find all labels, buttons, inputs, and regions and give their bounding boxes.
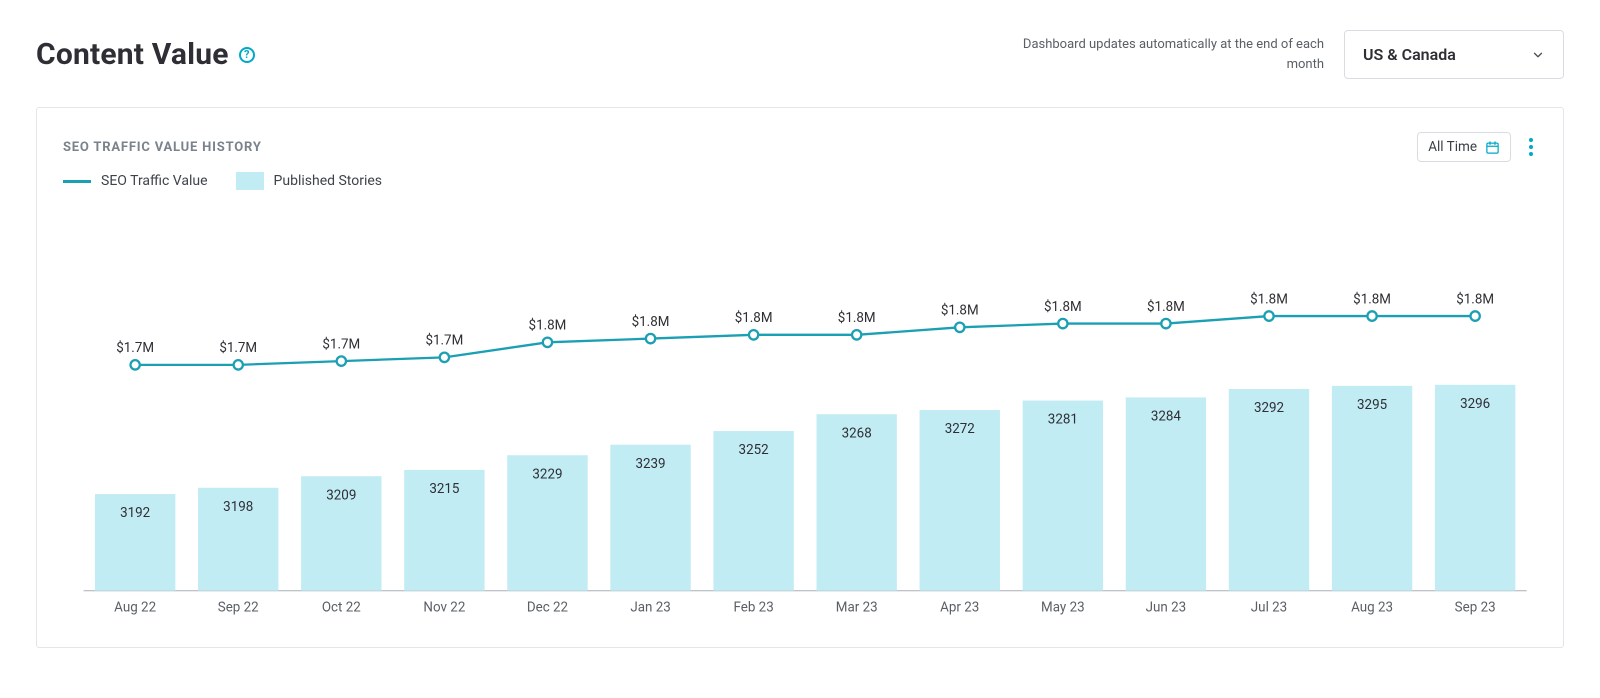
line-point (337, 356, 346, 365)
chart-card: SEO TRAFFIC VALUE HISTORY All Time (36, 107, 1564, 648)
bar-value-label: 3296 (1460, 396, 1490, 412)
chart-area: 3192 Aug 22 3198 Sep 22 3209 Oct 22 3215 Nov 22… (63, 202, 1537, 617)
header-right: Dashboard updates automatically at the e… (1004, 30, 1564, 79)
bar (1435, 385, 1515, 591)
line-value-label: $1.7M (425, 333, 463, 349)
title-group: Content Value ? (36, 37, 255, 72)
card-title: SEO TRAFFIC VALUE HISTORY (63, 140, 262, 155)
chevron-down-icon (1531, 48, 1545, 62)
bar-value-label: 3239 (635, 456, 665, 472)
chart-legend: SEO Traffic Value Published Stories (63, 172, 1537, 190)
region-select[interactable]: US & Canada (1344, 30, 1564, 79)
line-point (1471, 311, 1480, 320)
x-axis-label: May 23 (1041, 600, 1085, 616)
x-axis-label: Dec 22 (527, 600, 569, 616)
line-point (955, 323, 964, 332)
bar-value-label: 3272 (945, 421, 975, 437)
line-value-label: $1.8M (1456, 291, 1494, 307)
line-value-label: $1.8M (838, 310, 876, 326)
bar (1332, 386, 1412, 591)
legend-line-swatch (63, 180, 91, 183)
bar (1126, 397, 1206, 590)
line-value-label: $1.7M (322, 336, 360, 352)
bar-value-label: 3295 (1357, 397, 1387, 413)
line-value-label: $1.8M (1250, 291, 1288, 307)
line-point (1367, 311, 1376, 320)
x-axis-label: Aug 23 (1351, 600, 1393, 616)
x-axis-label: Mar 23 (836, 600, 878, 616)
bar-value-label: 3198 (223, 499, 253, 515)
line-value-label: $1.8M (735, 310, 773, 326)
x-axis-label: Aug 22 (114, 600, 156, 616)
line-value-label: $1.8M (632, 314, 670, 330)
x-axis-label: Jun 23 (1146, 600, 1187, 616)
bar-value-label: 3229 (532, 466, 562, 482)
card-controls: All Time (1417, 132, 1537, 162)
line-point (234, 360, 243, 369)
combo-chart: 3192 Aug 22 3198 Sep 22 3209 Oct 22 3215 Nov 22… (63, 202, 1537, 617)
x-axis-label: Sep 22 (218, 600, 259, 616)
bar-value-label: 3284 (1151, 408, 1181, 424)
bar-value-label: 3292 (1254, 400, 1284, 416)
bar-value-label: 3281 (1048, 412, 1078, 428)
line-value-label: $1.8M (529, 318, 567, 334)
line-point (543, 338, 552, 347)
calendar-icon (1485, 140, 1500, 155)
line-point (646, 334, 655, 343)
line-point (1264, 311, 1273, 320)
bar-value-label: 3209 (326, 487, 356, 503)
page-title: Content Value (36, 37, 229, 72)
bar-value-label: 3192 (120, 505, 150, 521)
region-select-value: US & Canada (1363, 45, 1456, 64)
line-point (1058, 319, 1067, 328)
x-axis-label: Jul 23 (1251, 600, 1287, 616)
line-point (440, 353, 449, 362)
x-axis-label: Apr 23 (940, 600, 979, 616)
page-header: Content Value ? Dashboard updates automa… (36, 30, 1564, 79)
line-value-label: $1.8M (1044, 299, 1082, 315)
line-value-label: $1.8M (1353, 291, 1391, 307)
line-point (852, 330, 861, 339)
help-icon[interactable]: ? (239, 47, 255, 63)
legend-bar-label: Published Stories (274, 173, 383, 189)
x-axis-label: Nov 22 (423, 600, 465, 616)
card-header: SEO TRAFFIC VALUE HISTORY All Time (63, 132, 1537, 162)
line-value-label: $1.7M (116, 340, 154, 356)
bar-value-label: 3252 (739, 442, 769, 458)
legend-line-label: SEO Traffic Value (101, 173, 208, 189)
line-value-label: $1.8M (1147, 299, 1185, 315)
bar-value-label: 3215 (429, 481, 459, 497)
line-value-label: $1.8M (941, 303, 979, 319)
x-axis-label: Feb 23 (733, 600, 773, 616)
line-point (131, 360, 140, 369)
line-value-label: $1.7M (219, 340, 257, 356)
more-options-button[interactable] (1525, 136, 1537, 158)
line-point (749, 330, 758, 339)
legend-bar-swatch (236, 172, 264, 190)
time-range-value: All Time (1428, 139, 1477, 155)
bar-value-label: 3268 (842, 425, 872, 441)
time-range-select[interactable]: All Time (1417, 132, 1511, 162)
update-note: Dashboard updates automatically at the e… (1004, 35, 1324, 74)
bar (1229, 389, 1309, 591)
bar (1023, 401, 1103, 591)
legend-item-line: SEO Traffic Value (63, 173, 208, 189)
legend-item-bar: Published Stories (236, 172, 383, 190)
x-axis-label: Oct 22 (322, 600, 361, 616)
x-axis-label: Jan 23 (630, 600, 670, 616)
line-point (1161, 319, 1170, 328)
x-axis-label: Sep 23 (1455, 600, 1496, 616)
